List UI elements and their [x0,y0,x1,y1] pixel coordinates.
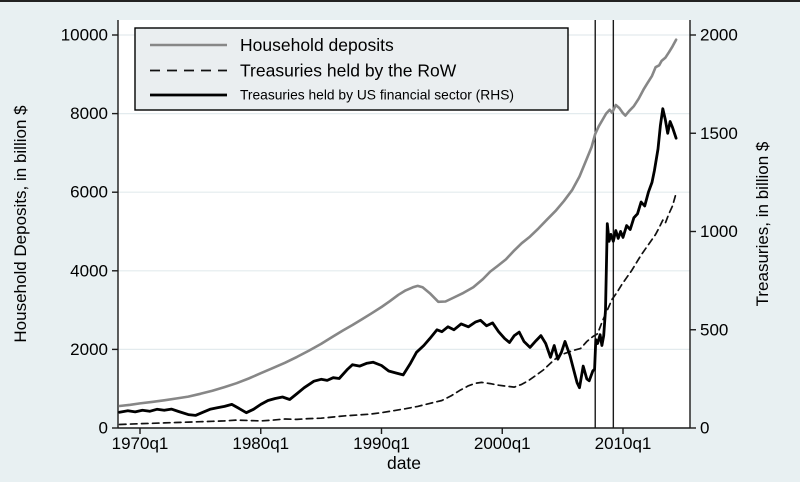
right-tick-label: 1000 [700,222,738,241]
right-tick-label: 1500 [700,124,738,143]
left-tick-label: 8000 [70,104,108,123]
x-tick-label: 1990q1 [353,434,410,453]
series-line-treasuries-held-by-the-row [118,192,677,426]
right-tick-label: 0 [700,419,709,438]
series-line-treasuries-held-by-us-financial-sector-rhs- [118,107,678,417]
x-tick-label: 2010q1 [595,434,652,453]
right-tick-label: 2000 [700,26,738,45]
legend-label-3: Treasuries held by US financial sector (… [240,88,514,103]
right-axis-title: Treasuries, in billion $ [753,141,772,306]
left-tick-label: 4000 [70,261,108,280]
left-tick-label: 10000 [61,26,108,45]
left-axis-title: Household Deposits, in billion $ [11,105,30,343]
left-tick-label: 2000 [70,340,108,359]
x-tick-label: 1980q1 [232,434,289,453]
legend: Household deposits Treasuries held by the… [134,27,569,111]
series-line-household-deposits [118,38,678,408]
right-tick-label: 500 [700,320,728,339]
x-axis-title: date [387,453,421,473]
left-tick-label: 6000 [70,183,108,202]
x-tick-label: 1970q1 [112,434,169,453]
legend-label-1: Household deposits [240,35,394,55]
legend-label-2: Treasuries held by the RoW [240,61,457,81]
left-tick-label: 0 [99,419,108,438]
x-tick-label: 2000q1 [474,434,531,453]
